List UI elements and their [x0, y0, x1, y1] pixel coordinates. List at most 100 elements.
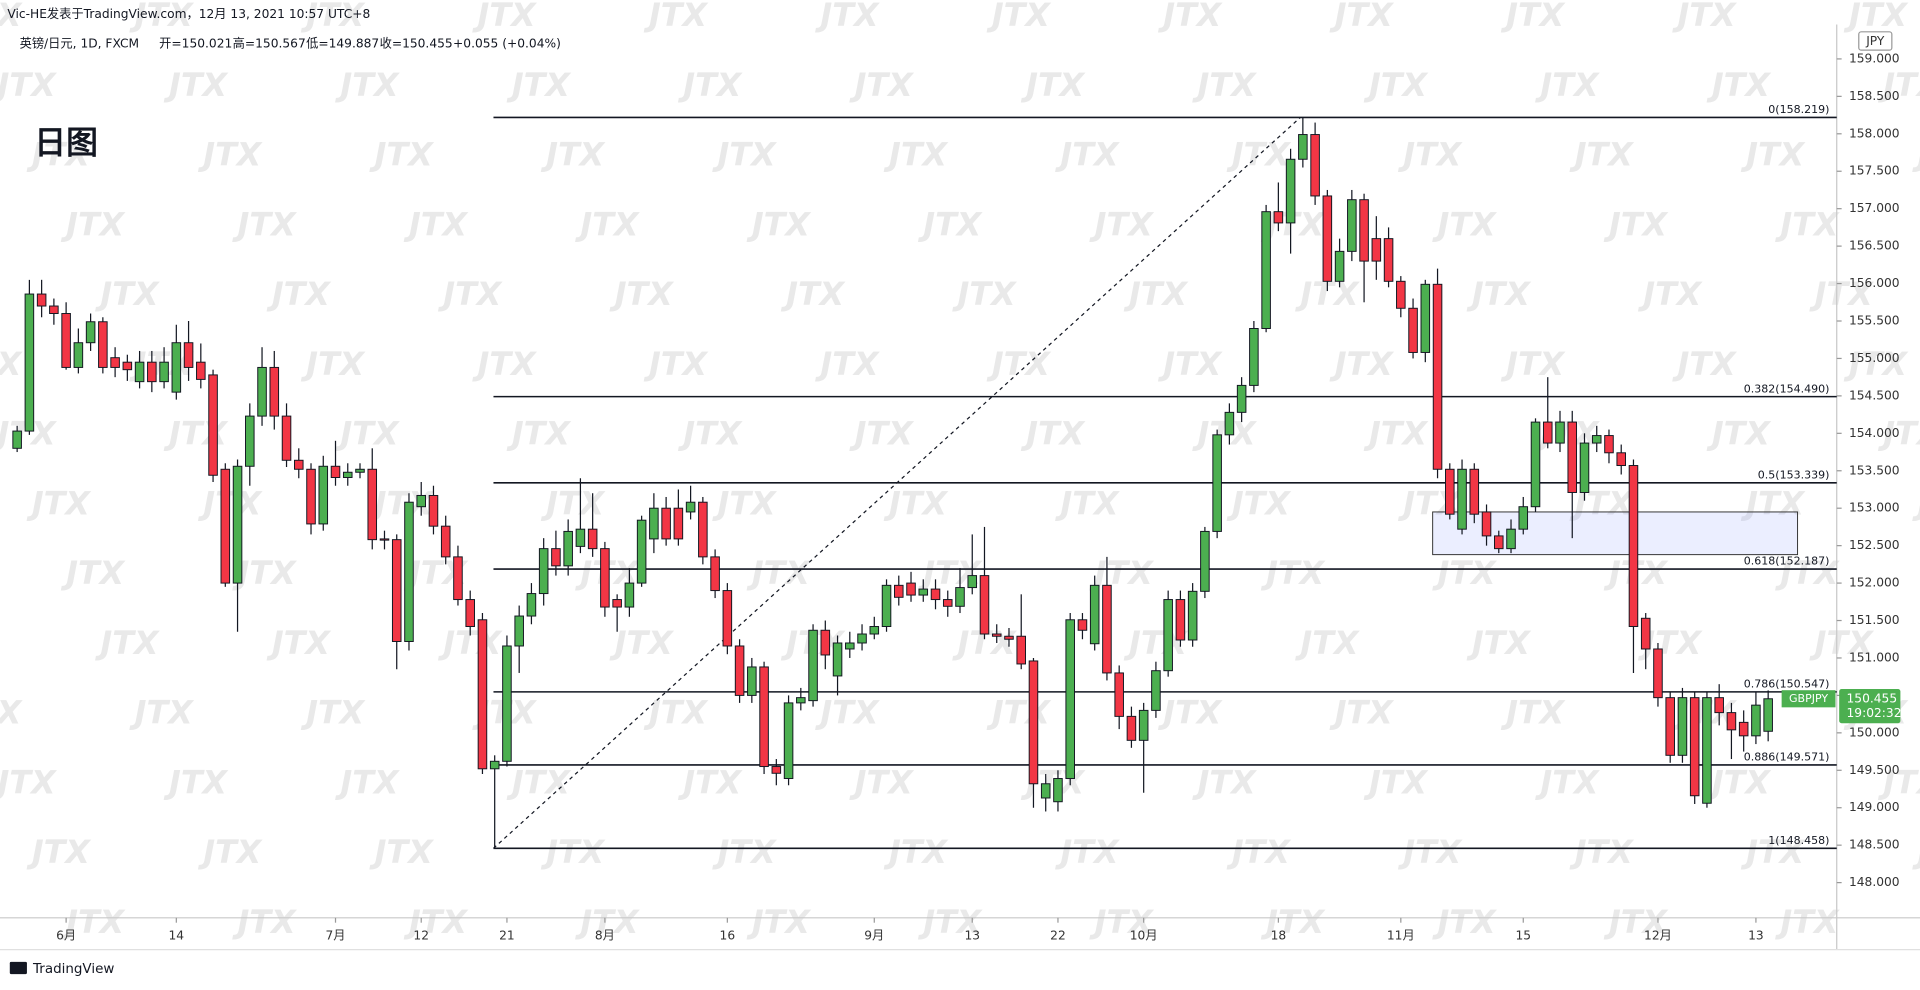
candle-body	[367, 468, 378, 541]
watermark: JTX	[677, 763, 743, 801]
watermark: JTX	[300, 694, 366, 732]
watermark: JTX	[1157, 0, 1223, 34]
watermark: JTX	[540, 136, 606, 174]
watermark: JTX	[1294, 624, 1360, 662]
x-tick-label: 12月	[1644, 929, 1672, 943]
watermark: JTX	[26, 484, 92, 522]
candle-body	[1494, 535, 1504, 550]
candle-body	[514, 615, 524, 647]
candle-body	[12, 430, 22, 449]
y-tick-label: 154.500	[1849, 388, 1900, 402]
candle-body	[587, 528, 598, 550]
fib-label: 0.618(152.187)	[1744, 555, 1830, 568]
candle-body	[575, 528, 586, 547]
candle-body	[453, 556, 463, 601]
watermark: JTX	[1809, 275, 1875, 313]
zone	[1432, 511, 1799, 556]
candle-body	[1457, 468, 1467, 530]
candle-body	[428, 494, 439, 527]
watermark: JTX	[1329, 0, 1395, 34]
candle-body	[465, 599, 475, 628]
candle-body	[673, 507, 684, 540]
watermark: JTX	[643, 694, 709, 732]
watermark: JTX	[574, 903, 640, 941]
y-tick-label: 152.000	[1849, 576, 1900, 590]
candle-body	[220, 468, 231, 584]
watermark: JTX	[1843, 0, 1909, 34]
watermark: JTX	[1877, 66, 1920, 104]
candle-body	[1738, 721, 1749, 737]
watermark: JTX	[197, 833, 263, 871]
watermark: JTX	[609, 275, 675, 313]
candle-body	[1334, 250, 1345, 282]
chart-title: 日图	[34, 123, 98, 161]
watermark: JTX	[232, 554, 298, 592]
candle-body	[832, 642, 843, 677]
watermarks: JTX JTX JTX JTX JTX JTX JTX JTX JTX JTX JTX JTX JTX J…	[0, 0, 1920, 941]
candle-body	[967, 575, 978, 589]
candle-body	[783, 702, 794, 780]
candle-body	[159, 361, 169, 383]
candle-body	[1530, 421, 1541, 508]
candle-body	[342, 471, 353, 478]
x-tick-label: 12	[413, 929, 429, 943]
candle-body	[1591, 435, 1602, 444]
watermark: JTX	[334, 763, 400, 801]
candle-body	[1396, 280, 1406, 309]
watermark: JTX	[1397, 833, 1463, 871]
y-tick-label: 156.500	[1849, 239, 1900, 253]
watermark: JTX	[1672, 0, 1738, 34]
watermark: JTX	[1706, 66, 1772, 104]
watermark: JTX	[1877, 415, 1920, 453]
watermark: JTX	[1192, 763, 1258, 801]
candle-body	[1347, 199, 1357, 252]
candle-body	[771, 766, 782, 774]
candle-body	[1200, 530, 1210, 592]
watermark: JTX	[232, 903, 298, 941]
candle-body	[416, 494, 426, 508]
price-tag-label: 150.455	[1847, 691, 1898, 705]
candle-body	[698, 501, 708, 558]
price-tag	[1839, 688, 1901, 724]
candle-body	[1053, 778, 1063, 803]
candle-body	[134, 361, 145, 383]
watermark: JTX	[1020, 415, 1086, 453]
y-tick-label: 159.000	[1849, 51, 1900, 65]
watermark: JTX	[266, 624, 332, 662]
watermark: JTX	[472, 0, 538, 34]
watermark: JTX	[1226, 833, 1292, 871]
watermark: JTX	[1260, 903, 1326, 941]
candle-body	[710, 556, 720, 592]
candle-body	[1236, 384, 1247, 413]
candle-body	[1726, 712, 1737, 731]
watermark: JTX	[506, 66, 572, 104]
legend-item: 低=149.887	[306, 37, 379, 51]
candle-body	[991, 633, 1002, 637]
watermark: JTX	[1912, 833, 1920, 871]
watermark: JTX	[506, 763, 572, 801]
candle-body	[208, 374, 218, 476]
x-tick-label: 15	[1515, 929, 1531, 943]
watermark: JTX	[1877, 763, 1920, 801]
watermark: JTX	[780, 275, 846, 313]
candle-body	[1273, 211, 1284, 224]
watermark: JTX	[1706, 415, 1772, 453]
candle-body	[1040, 783, 1051, 799]
watermark: JTX	[0, 345, 23, 383]
candle-body	[1628, 465, 1639, 628]
watermark: JTX	[574, 205, 640, 243]
watermark: JTX	[712, 484, 778, 522]
y-tick-label: 151.500	[1849, 613, 1900, 627]
candle-body	[1383, 238, 1394, 282]
candle-body	[600, 548, 610, 608]
x-tick-label: 13	[1748, 929, 1764, 943]
candle-body	[1114, 672, 1124, 717]
fib-label: 0.886(149.571)	[1744, 751, 1830, 764]
watermark: JTX	[472, 345, 538, 383]
watermark: JTX	[26, 833, 92, 871]
watermark: JTX	[1774, 903, 1840, 941]
watermark: JTX	[94, 275, 160, 313]
candle-body	[979, 575, 990, 635]
candle-body	[1285, 158, 1296, 224]
watermark: JTX	[129, 694, 195, 732]
